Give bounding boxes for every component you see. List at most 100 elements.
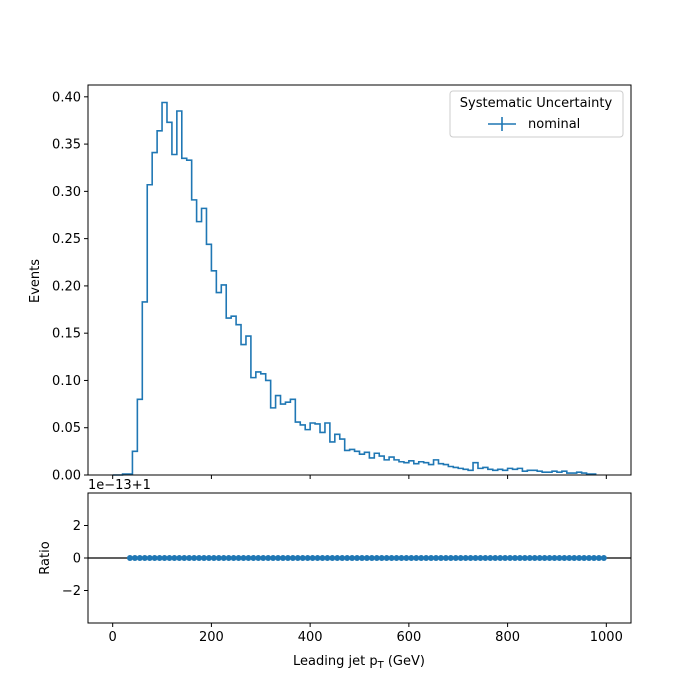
ratio-point [146,555,153,561]
ratio-point [398,555,405,561]
legend-entry-nominal: nominal [528,117,580,132]
ratio-point [275,555,282,561]
ratio-point [487,555,494,561]
ratio-plot-panel: −2 0 2 0 200 400 600 800 1000 1e−13+1 Ratio Lea… [38,478,632,671]
ratio-point [373,555,380,561]
ratio-point [457,555,464,561]
ratio-point [191,555,198,561]
ratio-point [230,555,237,561]
ratio-point [388,555,395,561]
ratio-point [201,555,207,561]
x-axis-label-subscript: T [377,660,385,671]
legend-title: Systematic Uncertainty [460,96,613,111]
ratio-point [270,555,277,561]
ratio-point [141,555,148,561]
ratio-point [556,555,563,561]
x-axis-label: Leading jet pT (GeV) [293,654,425,671]
main-y-tick-label: 0.15 [52,327,81,342]
ratio-point [210,555,217,561]
ratio-point [378,555,385,561]
ratio-point [477,555,484,561]
ratio-point [196,555,203,561]
ratio-x-ticks: 0 200 400 600 800 1000 [109,623,623,645]
ratio-point [250,555,257,561]
nominal-step-line [112,101,597,476]
ratio-point [492,555,499,561]
ratio-point [319,555,326,561]
ratio-point [349,555,356,561]
ratio-point [408,555,415,561]
ratio-x-tick-label: 400 [298,630,323,645]
ratio-point [215,555,222,561]
ratio-x-tick-label: 1000 [590,630,623,645]
ratio-point [299,555,306,561]
ratio-point [304,555,311,561]
ratio-point [452,555,459,561]
x-axis-label-unit: (GeV) [384,654,425,669]
ratio-point [383,555,390,561]
main-plot-frame [87,84,632,476]
ratio-point [418,555,425,561]
ratio-offset-text: 1e−13+1 [88,478,151,493]
main-y-tick-label: 0.40 [52,90,81,105]
ratio-point [561,555,568,561]
ratio-point [136,555,143,561]
ratio-point [586,555,593,561]
ratio-point [581,555,588,561]
ratio-point [428,555,435,561]
ratio-point [497,555,504,561]
ratio-point [324,555,331,561]
main-y-tick-label: 0.10 [52,374,81,389]
ratio-point [507,555,514,561]
ratio-point [393,555,400,561]
ratio-point [536,555,543,561]
main-y-tick-label: 0.20 [52,279,81,294]
ratio-point [403,555,410,561]
ratio-point [551,555,558,561]
ratio-point [171,555,178,561]
ratio-x-tick-label: 800 [495,630,520,645]
main-plot-panel: 0.00 0.05 0.10 0.15 0.20 0.25 0.30 0.35 0.40 Eve… [28,84,632,484]
ratio-point [255,555,262,561]
ratio-point [413,555,420,561]
ratio-point [595,555,602,561]
ratio-point [181,555,188,561]
ratio-point [294,555,301,561]
ratio-point [220,555,227,561]
ratio-point [600,555,607,561]
ratio-point [339,555,346,561]
ratio-point [265,555,272,561]
ratio-point [284,555,291,561]
ratio-point [571,555,578,561]
ratio-point [329,555,336,561]
ratio-point [205,555,212,561]
ratio-point [309,555,316,561]
ratio-point [566,555,573,561]
ratio-y-axis-label: Ratio [38,541,53,574]
main-y-ticks: 0.00 0.05 0.10 0.15 0.20 0.25 0.30 0.35 0.40 [52,90,88,484]
main-y-tick-label: 0.30 [52,185,81,200]
ratio-point [462,555,469,561]
ratio-point [472,555,479,561]
main-y-tick-label: 0.25 [52,232,81,247]
ratio-point [260,555,267,561]
ratio-x-tick-label: 200 [199,630,224,645]
ratio-point [368,555,375,561]
ratio-point [590,555,597,561]
ratio-point [354,555,361,561]
main-y-tick-label: 0.05 [52,421,81,436]
ratio-point [447,555,454,561]
main-x-ticks [112,475,607,479]
ratio-y-tick-label: 2 [73,519,81,534]
ratio-point [344,555,351,561]
ratio-point [502,555,509,561]
ratio-x-tick-label: 0 [109,630,117,645]
ratio-point [531,555,538,561]
ratio-point [186,555,193,561]
x-axis-label-text: Leading jet p [293,654,378,669]
ratio-point [289,555,296,561]
ratio-point [423,555,430,561]
ratio-point [467,555,474,561]
ratio-y-tick-label: 0 [73,552,81,567]
